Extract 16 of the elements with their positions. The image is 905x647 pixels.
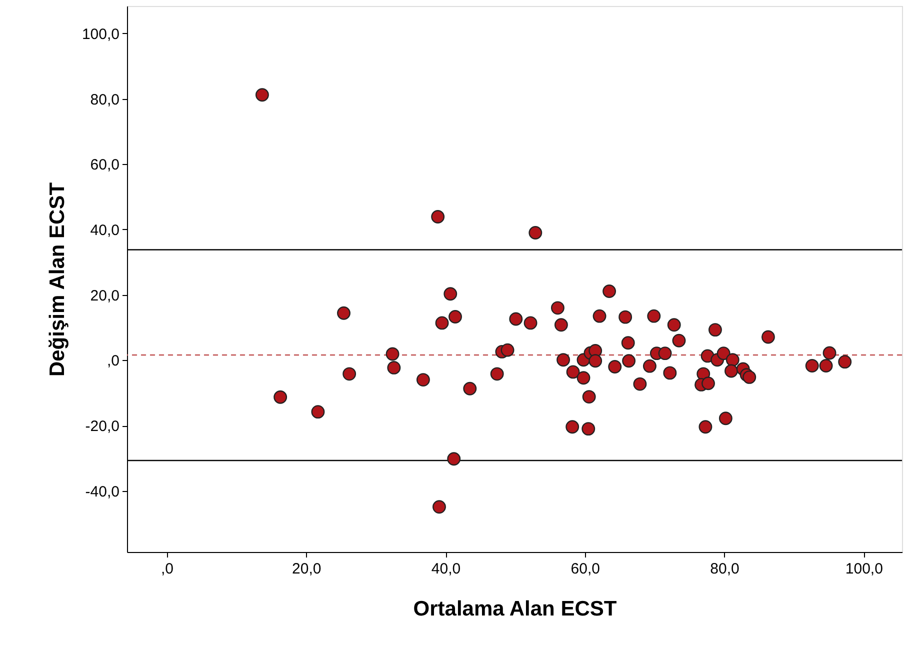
x-tick-label: ,0 xyxy=(160,560,174,578)
x-tick-label: 100,0 xyxy=(845,560,883,578)
x-axis-title: Ortalama Alan ECST xyxy=(413,598,617,620)
x-tick-label: 20,0 xyxy=(292,560,322,578)
y-axis-title: Değişim Alan ECST xyxy=(46,182,69,377)
y-tick-label: -40,0 xyxy=(85,483,120,500)
y-tick-label: 20,0 xyxy=(90,287,120,304)
x-tick-label: 60,0 xyxy=(570,560,600,578)
y-tick-label: 40,0 xyxy=(90,222,120,239)
y-tick-label: ,0 xyxy=(106,352,120,370)
x-tick-label: 80,0 xyxy=(710,560,740,578)
y-tick-label: -20,0 xyxy=(85,418,120,436)
y-tick-label: 100,0 xyxy=(82,26,120,43)
x-tick-label: 40,0 xyxy=(431,560,461,578)
y-tick-label: 80,0 xyxy=(90,91,120,108)
y-tick-label: 60,0 xyxy=(90,156,120,174)
